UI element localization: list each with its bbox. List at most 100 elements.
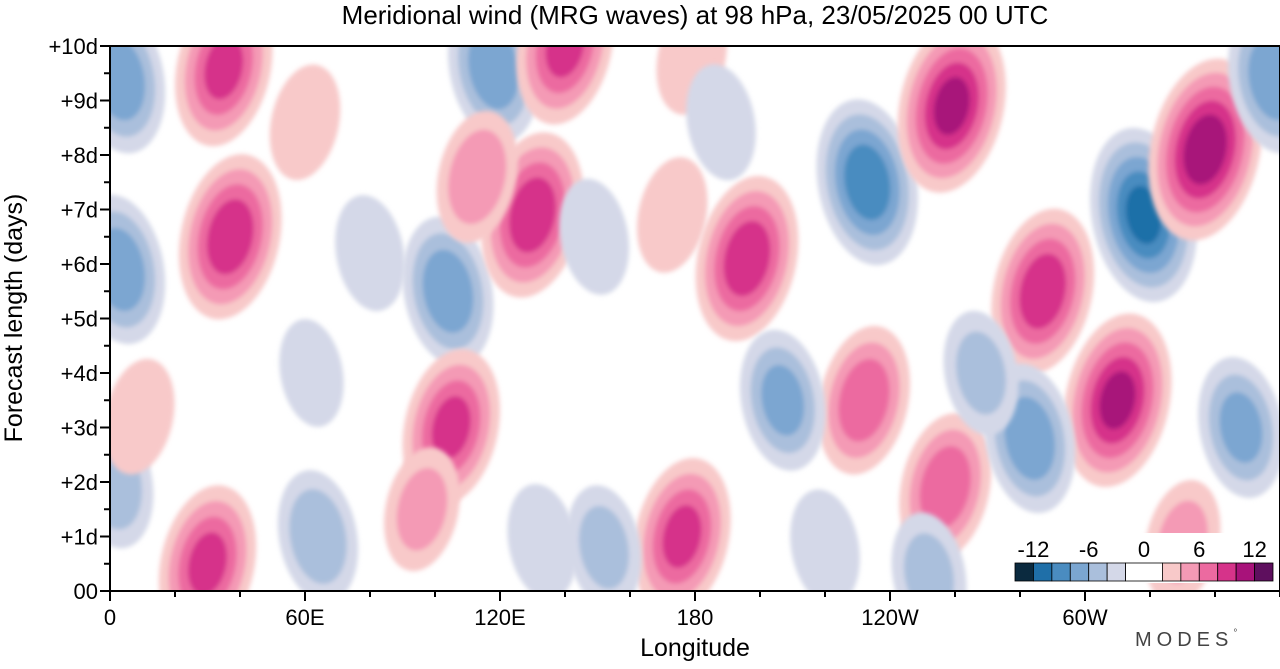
- feature-5: [158, 485, 257, 591]
- contour-level: [509, 177, 556, 253]
- feature-41: [790, 489, 860, 591]
- feature-26: [739, 329, 826, 471]
- contour-level: [1125, 185, 1162, 244]
- y-axis: 00 +1d +2d +3d +4d +5d +6d +7d +8d +9d +10d: [48, 34, 110, 604]
- y-tick-label: +4d: [61, 361, 98, 386]
- contour-level: [838, 358, 890, 442]
- contour-level: [790, 489, 860, 591]
- y-tick-label: +8d: [61, 143, 98, 168]
- y-axis-label: Forecast length (days): [0, 194, 28, 443]
- contour-level: [110, 227, 146, 311]
- chart-title: Meridional wind (MRG waves) at 98 hPa, 2…: [342, 0, 1049, 30]
- feature-7: [269, 64, 341, 181]
- colorbar-bin: [1106, 562, 1126, 582]
- contour-level: [686, 64, 756, 181]
- contour-level: [110, 358, 175, 475]
- feature-25: [818, 325, 910, 475]
- x-tick-label: 120W: [861, 605, 919, 630]
- y-tick-label: +5d: [61, 307, 98, 332]
- y-tick-label: +7d: [61, 198, 98, 223]
- logo-text: MODES: [1135, 629, 1233, 651]
- feature-21: [637, 157, 708, 273]
- y-tick-label: 00: [74, 579, 98, 604]
- feature-9: [402, 216, 494, 366]
- y-tick-label: +10d: [48, 34, 98, 59]
- x-tick-label: 60W: [1062, 605, 1107, 630]
- feature-18: [633, 458, 731, 591]
- colorbar-bin: [1254, 562, 1274, 582]
- feature-13: [481, 132, 584, 298]
- contour-level: [1004, 396, 1056, 480]
- feature-6: [110, 358, 175, 475]
- feature-12: [384, 447, 460, 572]
- contour-level: [396, 467, 448, 551]
- x-tick-label: 120E: [474, 605, 525, 630]
- x-tick-label: 0: [104, 605, 116, 630]
- contour-level: [761, 365, 805, 436]
- contour-field: [110, 46, 1280, 591]
- feature-36: [891, 512, 967, 591]
- colorbar-bin: [1033, 562, 1053, 582]
- contour-level: [188, 532, 227, 591]
- feature-33: [943, 310, 1019, 436]
- colorbar-bin: [1069, 562, 1090, 582]
- feature-8: [335, 195, 405, 312]
- x-tick-label: 180: [677, 605, 714, 630]
- feature-14: [436, 110, 518, 243]
- feature-38: [507, 483, 578, 591]
- feature-29: [1090, 127, 1197, 303]
- contour-level: [431, 396, 471, 459]
- feature-39: [566, 485, 642, 591]
- logo-mark: °: [1233, 628, 1242, 639]
- contour-level: [559, 178, 630, 295]
- y-tick-label: +3d: [61, 416, 98, 441]
- feature-20: [695, 175, 799, 342]
- y-tick-label: +9d: [61, 89, 98, 114]
- feature-24: [897, 46, 1006, 193]
- contour-level: [637, 157, 708, 273]
- contour-level: [1183, 114, 1228, 185]
- contour-level: [579, 505, 629, 589]
- colorbar: -12 -6 0 6 12: [1011, 533, 1277, 583]
- colorbar-bin: [1198, 562, 1219, 582]
- feature-16: [277, 470, 359, 591]
- contour-level: [448, 129, 507, 224]
- colorbar-label: -12: [1018, 537, 1050, 562]
- colorbar-bin: [1014, 562, 1034, 582]
- contour-level: [335, 195, 405, 312]
- plot-area: [109, 45, 1280, 592]
- colorbar-bin: [1217, 562, 1237, 582]
- contour-level: [904, 533, 954, 591]
- colorbar-bin: [1125, 562, 1163, 582]
- contour-level: [279, 319, 344, 427]
- feature-0: [110, 46, 166, 154]
- contour-level: [206, 199, 254, 275]
- contour-level: [919, 446, 971, 529]
- feature-23: [816, 99, 919, 266]
- contour-level: [422, 249, 474, 333]
- colorbar-bin: [1162, 562, 1182, 582]
- feature-28: [991, 208, 1095, 374]
- feature-10: [448, 46, 539, 143]
- colorbar-bin: [1180, 562, 1200, 582]
- colorbar-label: 6: [1193, 537, 1205, 562]
- modes-logo: MODES°: [1135, 628, 1242, 651]
- y-tick-label: +1d: [61, 525, 98, 550]
- feature-17: [559, 178, 630, 295]
- feature-35: [1228, 46, 1280, 154]
- colorbar-label: 0: [1138, 537, 1150, 562]
- contour-level: [468, 46, 519, 110]
- feature-22: [686, 64, 756, 181]
- x-tick-label: 60E: [285, 605, 324, 630]
- contour-level: [1019, 253, 1067, 329]
- contour-level: [844, 144, 891, 220]
- feature-30: [1148, 58, 1262, 241]
- colorbar-bin: [1051, 562, 1071, 582]
- y-tick-label: +6d: [61, 252, 98, 277]
- contour-level: [956, 331, 1006, 415]
- contour-level: [110, 46, 146, 121]
- colorbar-bin: [1235, 562, 1255, 582]
- colorbar-bin: [1088, 562, 1108, 582]
- contour-level: [269, 64, 341, 181]
